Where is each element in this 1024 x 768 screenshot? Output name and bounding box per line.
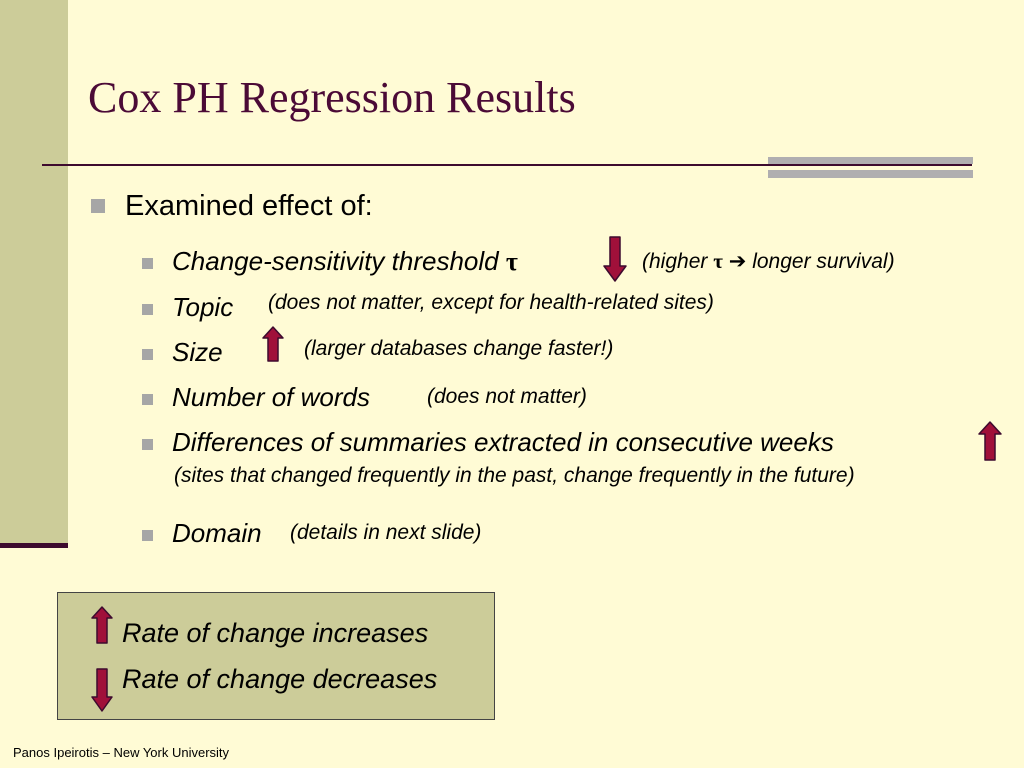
bullet-main-text: Examined effect of: xyxy=(125,190,373,222)
item-label: Change-sensitivity threshold xyxy=(172,246,499,276)
legend-decrease-text: Rate of change decreases xyxy=(122,664,438,694)
up-arrow-icon xyxy=(262,326,284,362)
up-arrow-icon xyxy=(978,421,1002,461)
legend-increase-text: Rate of change increases xyxy=(122,618,429,648)
bullet-square xyxy=(91,199,105,213)
left-decorative-band xyxy=(0,0,68,548)
bullet-square xyxy=(142,304,153,315)
bullet-square xyxy=(142,394,153,405)
bullet-item-threshold: Change-sensitivity threshold τ xyxy=(172,246,518,277)
tau-symbol: τ xyxy=(505,247,518,276)
bullet-item-words: Number of words xyxy=(172,382,370,412)
bullet-square xyxy=(142,258,153,269)
bullet-item-differences: Differences of summaries extracted in co… xyxy=(172,427,834,457)
down-arrow-icon xyxy=(603,236,627,282)
title-rule xyxy=(42,164,972,166)
note-words: (does not matter) xyxy=(427,385,587,408)
right-arrow-icon: ➔ xyxy=(728,250,747,273)
decorative-grey-bar-bottom xyxy=(768,170,973,178)
tau-symbol: τ xyxy=(713,249,723,273)
note-topic: (does not matter, except for health-rela… xyxy=(268,291,714,314)
note-differences: (sites that changed frequently in the pa… xyxy=(174,464,855,487)
decorative-grey-bar-top xyxy=(768,157,973,164)
note-suffix: longer survival) xyxy=(752,250,895,273)
note-size: (larger databases change faster!) xyxy=(304,337,614,360)
down-arrow-icon xyxy=(91,668,113,712)
up-arrow-icon xyxy=(91,606,113,644)
bullet-item-topic: Topic xyxy=(172,292,234,322)
note-domain: (details in next slide) xyxy=(290,521,482,544)
left-band-underline xyxy=(0,543,68,548)
footer-text: Panos Ipeirotis – New York University xyxy=(13,745,230,760)
bullet-item-size: Size xyxy=(172,337,223,367)
bullet-square xyxy=(142,530,153,541)
note-prefix: (higher xyxy=(642,250,708,273)
bullet-square xyxy=(142,349,153,360)
bullet-square xyxy=(142,439,153,450)
slide-title: Cox PH Regression Results xyxy=(88,73,576,122)
note-threshold: (higher τ ➔ longer survival) xyxy=(642,249,895,274)
bullet-item-domain: Domain xyxy=(172,518,262,548)
legend-box: Rate of change increases Rate of change … xyxy=(57,592,495,720)
